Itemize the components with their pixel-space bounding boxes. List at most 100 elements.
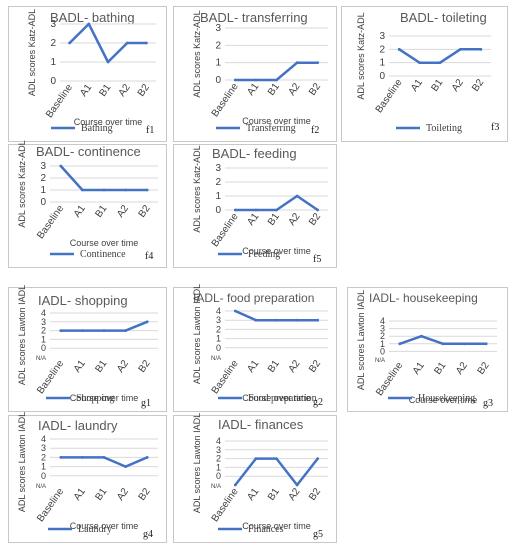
data-point (254, 457, 258, 460)
panel-tag: g5 (313, 529, 323, 540)
panel-tag: f3 (491, 122, 499, 133)
y-tick-label: 1 (41, 462, 46, 472)
panel-tag: g1 (141, 398, 151, 409)
chart-title: IADL- housekeeping (369, 291, 478, 305)
panel-frame (341, 6, 508, 142)
data-point (254, 208, 258, 212)
data-point (124, 188, 127, 192)
legend-label: Shopping (76, 393, 114, 404)
y-axis-label: ADL scores Lawton IADL (17, 412, 27, 512)
y-tick-label: 3 (40, 161, 46, 172)
x-axis-label: Course over time (409, 395, 478, 405)
data-point (106, 60, 110, 64)
data-point (233, 208, 237, 212)
data-point (254, 78, 258, 82)
y-tick-label: 0 (216, 471, 221, 481)
data-point (295, 61, 299, 65)
data-point (59, 456, 63, 459)
data-point (418, 61, 421, 65)
y-tick-label: 2 (379, 44, 385, 55)
y-tick-label: 3 (216, 315, 221, 325)
data-point (441, 342, 445, 346)
y-tick-label: 1 (40, 185, 46, 196)
panel-frame (173, 6, 337, 142)
x-axis-label: Course over time (242, 393, 311, 403)
y-tick-label: 0 (216, 343, 221, 353)
panel-frame (8, 415, 167, 543)
legend-label: Bathing (81, 123, 113, 134)
y-tick-label: 4 (380, 316, 385, 326)
panel-frame (173, 144, 337, 268)
y-tick-label: 3 (41, 443, 46, 453)
chart-title: IADL- laundry (38, 418, 118, 433)
data-point (102, 188, 106, 192)
y-tick-label: 3 (215, 23, 221, 34)
y-tick-label: 4 (216, 436, 221, 446)
na-label: N/A (211, 484, 221, 490)
y-tick-label: 1 (380, 339, 385, 349)
legend-label: Continence (80, 249, 126, 260)
chart-title: BADL- transferring (200, 10, 308, 25)
data-point (479, 47, 483, 51)
data-point (397, 47, 401, 51)
x-axis-label: Course over time (242, 116, 311, 126)
chart-panel-f2: BADL- transferring 0 1 2 3 ADL scores Katz-AD… (173, 6, 337, 142)
chart-title: BADL- toileting (400, 10, 487, 25)
data-point (124, 465, 127, 468)
y-tick-label: 1 (41, 334, 46, 344)
y-tick-label: 2 (216, 454, 221, 464)
legend-label: Finances (248, 524, 284, 535)
panel-tag: g3 (483, 398, 493, 409)
data-point (145, 41, 148, 45)
y-tick-label: 2 (215, 40, 221, 51)
data-point (233, 78, 237, 82)
data-point (145, 320, 149, 324)
panel-frame (173, 415, 337, 543)
chart-title: IADL- finances (218, 417, 304, 432)
data-point (124, 329, 127, 332)
y-tick-label: 2 (380, 331, 385, 341)
chart-title: BADL- bathing (50, 10, 135, 25)
chart-title: IADL- food preparation (193, 291, 314, 305)
y-tick-label: 2 (216, 324, 221, 334)
y-axis-label: ADL scores Lawton IADL (192, 413, 202, 513)
y-axis-label: ADL scores Katz-ADL (356, 12, 366, 99)
y-axis-label: ADL scores Katz-ADL (192, 10, 202, 97)
legend-label: Food preparation (248, 393, 317, 404)
data-point (81, 329, 84, 332)
y-tick-label: 0 (215, 75, 221, 86)
panel-frame (347, 287, 508, 412)
data-point (102, 329, 106, 332)
panel-frame (8, 6, 167, 142)
legend-label: Transferring (246, 123, 296, 134)
data-point (59, 164, 63, 168)
data-point (87, 22, 91, 26)
y-tick-label: 4 (216, 306, 221, 316)
x-axis-label: Course over time (242, 246, 311, 256)
panel-tag: f5 (313, 254, 321, 265)
data-point (59, 329, 63, 332)
y-tick-label: 1 (379, 58, 385, 69)
y-tick-label: 0 (215, 205, 221, 216)
legend-label: Housekeeping (418, 393, 475, 404)
y-tick-label: 4 (41, 308, 46, 318)
data-point (316, 318, 320, 322)
data-point (125, 41, 129, 45)
y-axis-label: ADL scores Katz-ADL (27, 9, 37, 96)
chart-title: IADL- shopping (38, 293, 128, 308)
data-point (145, 188, 149, 192)
panel-frame (8, 144, 167, 268)
y-tick-label: 3 (379, 31, 385, 42)
y-tick-label: 1 (215, 191, 221, 202)
data-point (233, 309, 237, 313)
y-tick-label: 1 (216, 462, 221, 472)
